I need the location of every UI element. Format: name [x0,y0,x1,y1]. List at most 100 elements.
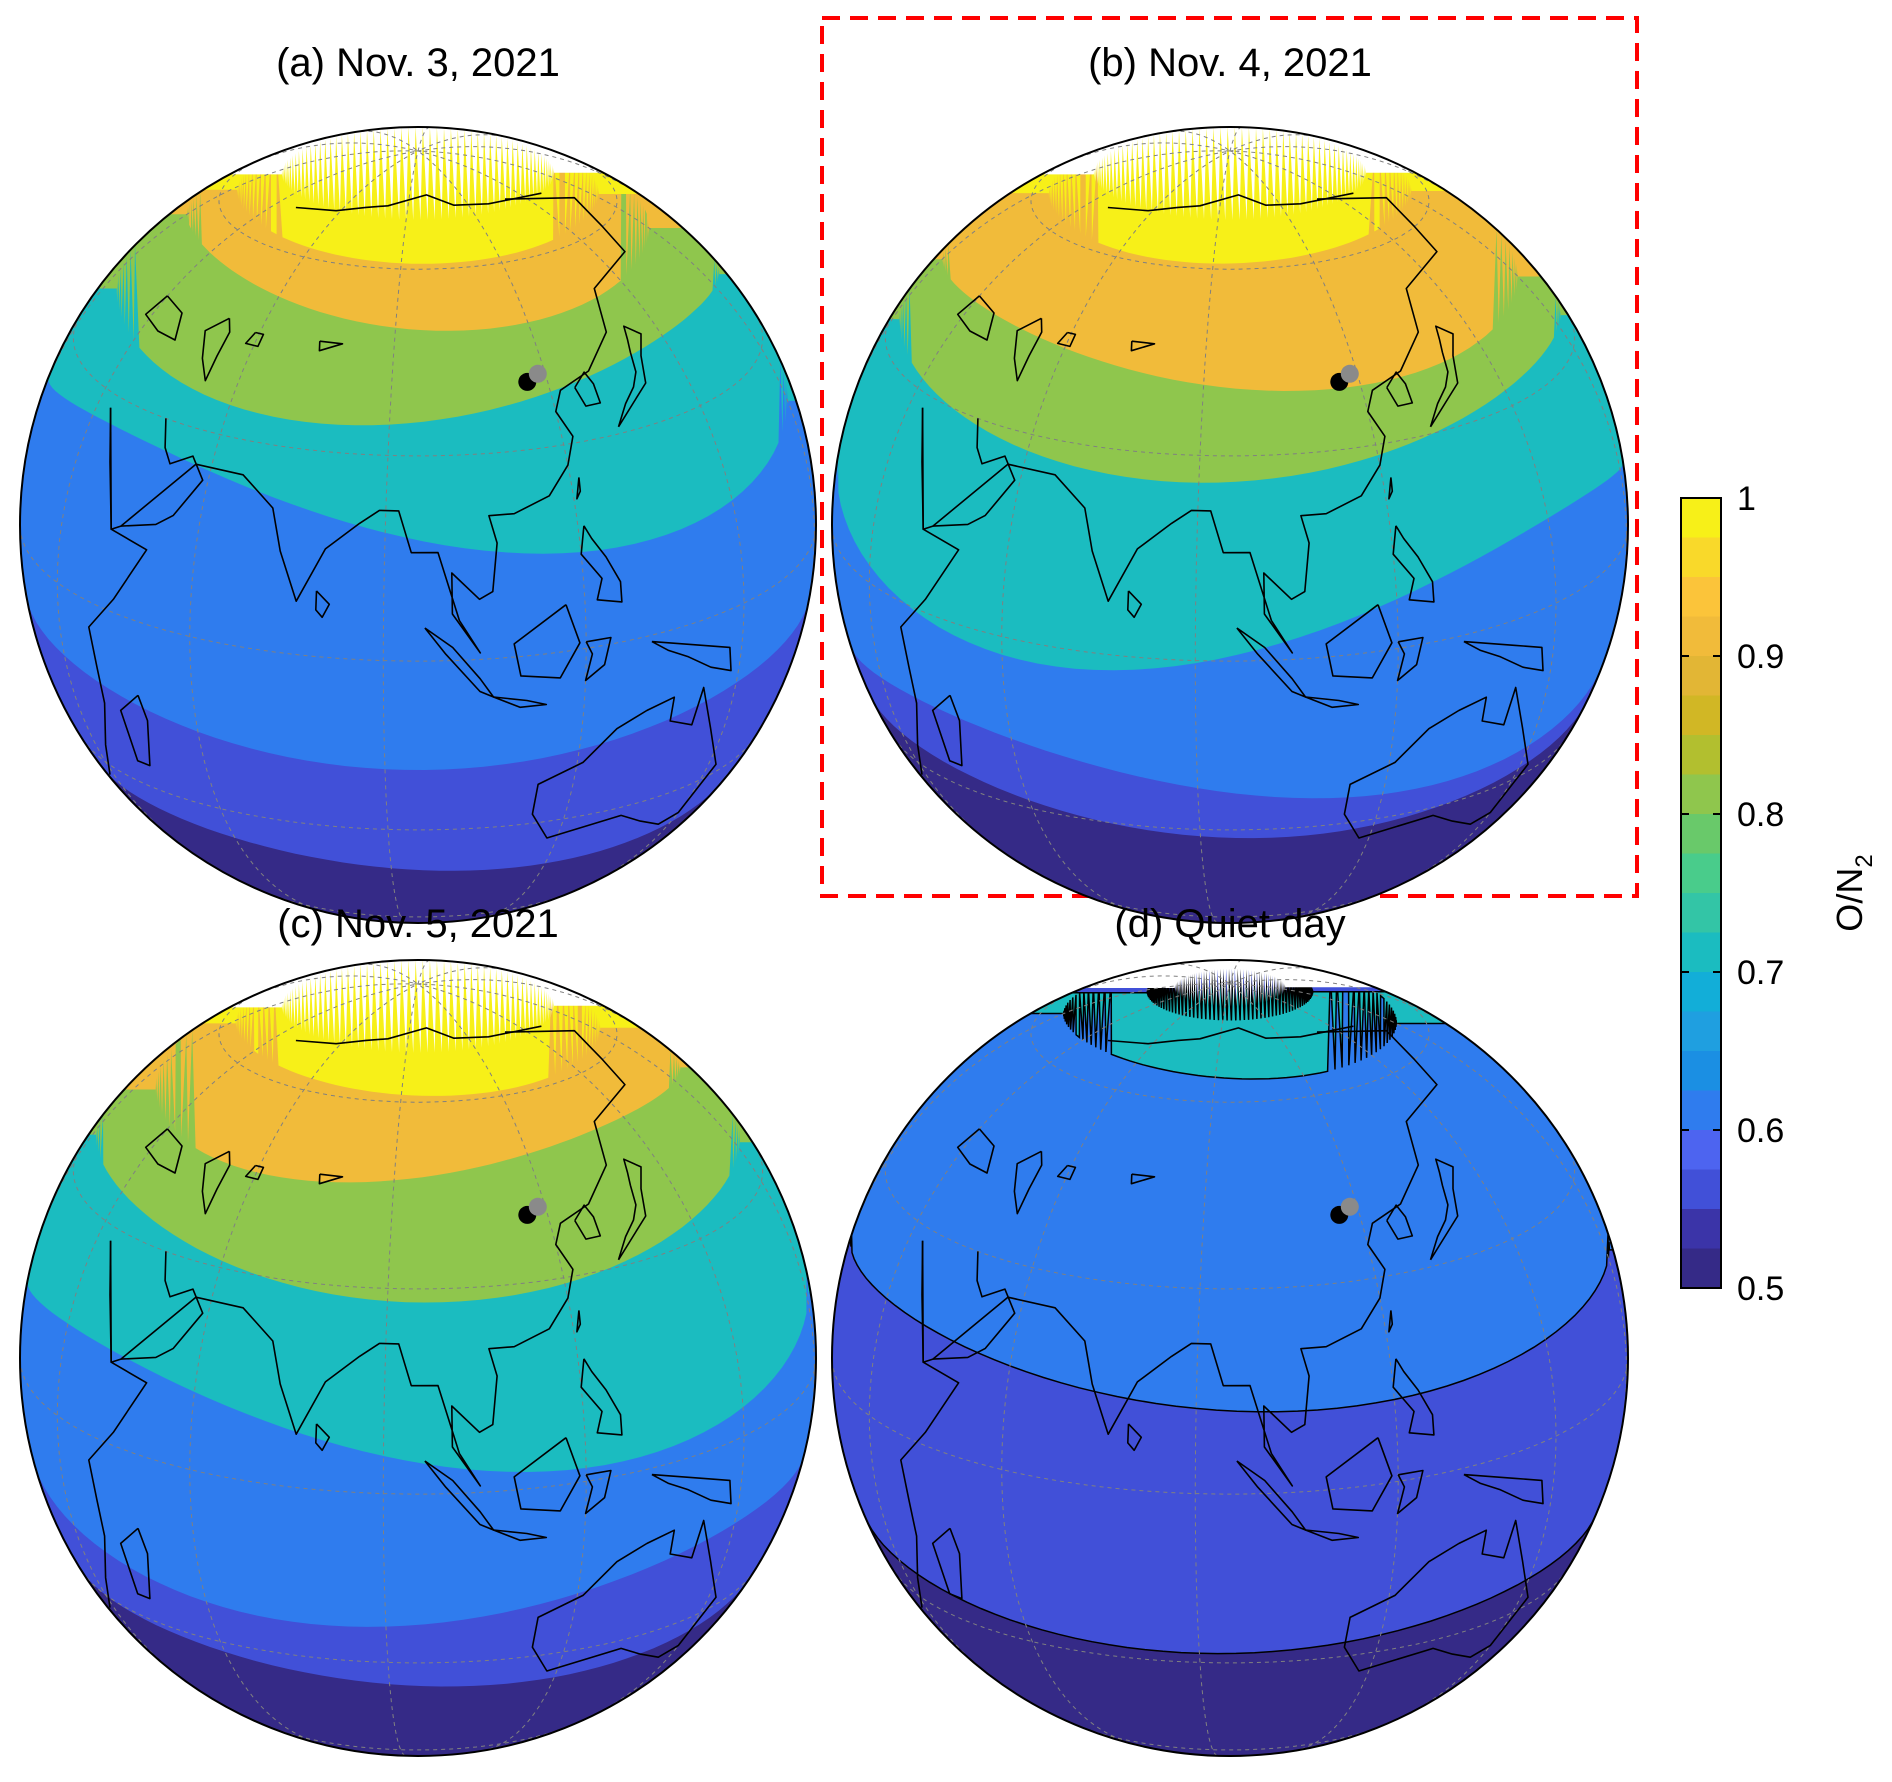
coast-philippines-b [1392,525,1435,603]
globe-outline-c [19,959,817,1757]
coast-borneo-d [1325,1437,1393,1512]
colorbar-tick-label-1: 0.6 [1737,1112,1784,1150]
meridian-b--150 [1229,146,1463,202]
coast-africa-east-coast-a [88,407,148,775]
meridian-b--60 [1172,130,1231,152]
coast-java-b [1305,696,1360,709]
coast-australia-c [531,1519,717,1672]
colorbar-swatch-2 [1681,1169,1721,1209]
panel-d-title: (d) Quiet day [1114,902,1345,946]
coast-taiwan-d [1388,1310,1394,1333]
oxygen-nitrogen-field-d [832,960,1628,1756]
meridian-b-150 [1229,150,1557,880]
coast-japan-b [1429,325,1459,428]
meridian-b-90 [1194,150,1231,923]
coast-japan-c [617,1158,647,1261]
stations-a [518,364,547,391]
colorbar-swatch-11 [1681,814,1721,854]
panel-a-title: (a) Nov. 3, 2021 [276,41,560,85]
colorbar-swatch-15 [1681,656,1721,696]
coast-balkhash-c [318,1173,344,1185]
coast-australia-a [531,686,717,839]
coast-arabia-gulf-c [120,1251,204,1360]
globe-outline-d [831,959,1629,1757]
coast-arabia-gulf-b [932,418,1016,527]
meridian-c--30 [244,975,419,1000]
coast-philippines-a [580,525,623,603]
coast-new-guinea-c [651,1473,732,1505]
graticule-b [832,127,1628,923]
colorbar-swatch-0 [1681,1248,1721,1288]
meridian-a--60 [360,130,419,152]
meridian-c-90 [382,983,419,1756]
coast-java-c [493,1529,548,1542]
colorbar-swatch-14 [1681,695,1721,735]
meridian-d--150 [1229,979,1463,1035]
globe-outline-a [19,126,817,924]
meridian-c-0 [32,983,419,1257]
meridian-d-60 [1001,983,1231,1746]
meridian-d--30 [1056,975,1231,1000]
oxygen-nitrogen-field-b [832,127,1628,923]
meridian-b-0 [844,150,1231,424]
coast-africa-east-coast-d [900,1240,960,1608]
colorbar-label: O/N2 [1829,854,1878,931]
colorbar-swatch-18 [1681,537,1721,577]
coast-caspian-b [1013,317,1043,382]
coast-sulawesi-a [584,636,612,682]
oxygen-nitrogen-field-c [20,960,816,1756]
coast-africa-east-coast-b [900,407,960,775]
stations-b [1330,364,1359,391]
coast-borneo-a [513,604,581,679]
colorbar-tick-label-3: 0.8 [1737,796,1784,834]
globe-b [832,127,1628,923]
coast-new-guinea-a [651,640,732,672]
meridian-c--120 [417,967,504,985]
parallel-a--30 [81,738,755,831]
colorbar-swatch-3 [1681,1130,1721,1170]
meridian-d-0 [844,983,1231,1257]
parallel-c--30 [81,1571,755,1664]
coast-aral-c [244,1164,265,1181]
coast-asia-east-coast-b [921,196,1438,654]
meridian-c-30 [56,983,419,1675]
coast-india-sri-lanka-b [1127,590,1143,619]
colorbar-swatch-8 [1681,932,1721,972]
coast-caspian-c [201,1150,231,1215]
meridian-b--180 [1229,150,1628,615]
colorbar-tick-label-0: 0.5 [1737,1270,1784,1308]
coast-korea-c [574,1204,602,1240]
meridian-c--180 [417,983,816,1448]
stations-c [518,1197,547,1224]
coast-philippines-c [580,1358,623,1436]
parallel-a-60 [218,157,618,270]
meridian-a--150 [417,146,651,202]
coast-balkhash-d [1130,1173,1156,1185]
meridian-d--120 [1229,967,1316,985]
coast-arctic-coast-d [1107,1025,1354,1045]
colorbar-frame [1680,497,1722,1289]
meridian-b-60 [1001,150,1231,913]
meridian-a--30 [244,142,419,167]
panel-d: (d) Quiet day [831,902,1629,1757]
coast-caspian-a [201,317,231,382]
meridian-a--120 [417,134,504,152]
meridian-c--60 [360,963,419,985]
field-band-d-1 [832,960,1628,1413]
coast-asia-east-coast-a [109,196,626,654]
coastlines-b [900,192,1544,839]
coast-india-sri-lanka-c [315,1423,331,1452]
coast-black-sea-c [144,1128,183,1174]
station-gray-dot-a [528,364,547,383]
meridian-c-60 [189,983,419,1746]
coast-java-d [1305,1529,1360,1542]
meridian-b-30 [868,150,1231,842]
coast-arctic-coast-a [295,192,542,212]
meridian-a-30 [56,150,419,842]
meridian-d-150 [1229,983,1557,1713]
oxygen-nitrogen-field-a [20,127,816,923]
coast-japan-d [1429,1158,1459,1261]
coast-balkhash-b [1130,340,1156,352]
coast-new-guinea-b [1463,640,1544,672]
coast-africa-east-coast-c [88,1240,148,1608]
